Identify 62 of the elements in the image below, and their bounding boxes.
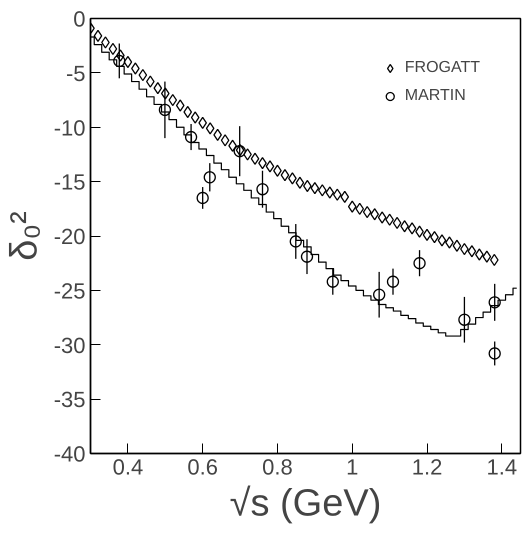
point (228, 140, 237, 152)
y-tick-label: -25 (54, 278, 86, 304)
point (153, 82, 162, 94)
point (196, 192, 209, 204)
y-tick-label: -35 (54, 387, 86, 412)
point (468, 245, 476, 258)
point (204, 171, 216, 184)
point (370, 208, 379, 220)
point (190, 111, 200, 124)
point (160, 87, 170, 100)
x-tick-label: 0.8 (262, 454, 293, 480)
point (326, 276, 339, 288)
point (220, 134, 230, 146)
x-tick-label: 1 (346, 454, 358, 480)
point (318, 184, 327, 196)
point (290, 235, 302, 248)
y-tick-label: -20 (54, 224, 86, 249)
y-tick-label: -40 (54, 442, 86, 466)
point (488, 296, 501, 308)
point (250, 152, 260, 165)
point (415, 226, 424, 238)
y-axis-title: δ₀² (4, 211, 46, 261)
y-tick-label: -10 (54, 115, 86, 140)
point (488, 347, 501, 360)
point (300, 250, 314, 263)
point (113, 54, 126, 68)
x-axis-title: √s (GeV) (230, 482, 382, 524)
point (386, 276, 400, 288)
point (176, 99, 185, 112)
point (168, 94, 178, 106)
point (362, 206, 372, 218)
x-tick-label: 0.6 (187, 454, 218, 480)
point (296, 176, 304, 189)
point (310, 182, 320, 194)
point (273, 164, 282, 177)
point (332, 188, 342, 201)
point (400, 220, 409, 232)
point (385, 214, 394, 226)
legend-label: FROGATT (404, 59, 480, 77)
point (413, 257, 426, 270)
point (458, 314, 471, 326)
point (340, 190, 350, 203)
y-tick-label: -15 (54, 170, 86, 195)
y-tick-label: -5 (66, 60, 86, 86)
point (183, 106, 192, 118)
point (256, 183, 269, 196)
x-tick-label: 1.4 (486, 454, 518, 480)
point (482, 250, 492, 263)
legend-label: MARTIN (404, 87, 466, 105)
point (438, 234, 446, 246)
x-tick-label: 1.2 (412, 454, 442, 480)
point (355, 202, 364, 215)
point (348, 200, 357, 213)
point (158, 104, 172, 116)
point (184, 130, 198, 144)
point (325, 186, 334, 199)
point (373, 288, 386, 301)
point (452, 240, 462, 252)
x-tick-label: 0.4 (112, 454, 144, 480)
point (206, 122, 214, 134)
y-tick-label: -30 (54, 332, 86, 358)
y-tick-label: 0 (73, 6, 86, 32)
